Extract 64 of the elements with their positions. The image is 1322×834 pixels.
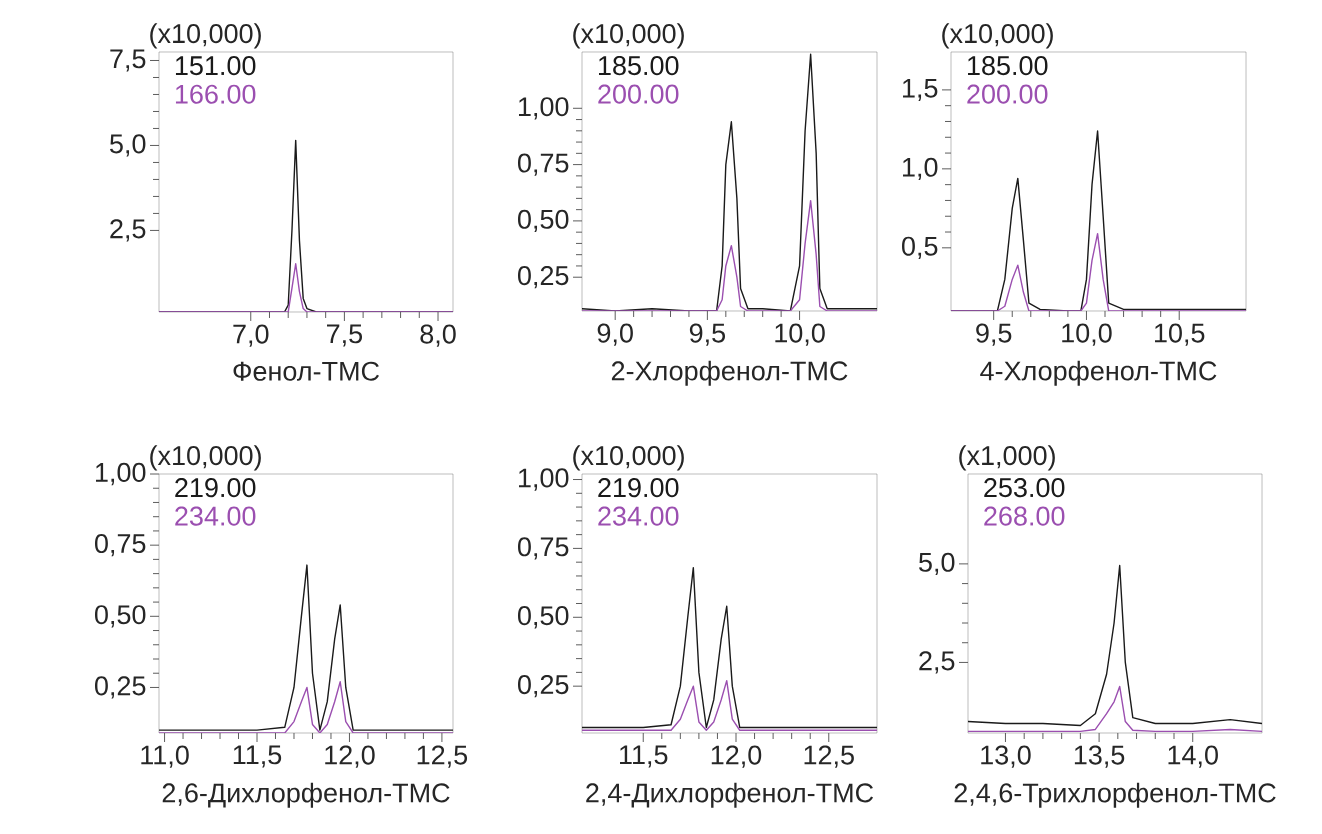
text: 219.00 (598, 478, 679, 498)
text: 185.00 (599, 56, 679, 76)
y-axis-title: (x10,000) (150, 23, 261, 49)
text: 234.00 (175, 506, 256, 526)
x-tick-label: 12,0 (325, 745, 375, 768)
y-tick-label: 0,50 (518, 606, 569, 629)
y-axis-title: (x10,000) (573, 23, 684, 49)
text: 166.00 (175, 84, 256, 104)
text: 200.00 (967, 84, 1048, 104)
y-tick-label: 1,00 (519, 97, 569, 120)
y-axis-title: (x10,000) (150, 445, 261, 471)
x-tick-label: 9,5 (689, 323, 726, 346)
x-tick-label: 13,5 (1074, 745, 1125, 768)
y-axis-title: (x10,000) (573, 445, 684, 471)
y-tick-label: 0,50 (94, 605, 146, 628)
y-tick-label: 0,5 (902, 236, 938, 259)
text: 253.00 (984, 478, 1065, 498)
x-tick-label: 11,0 (141, 745, 189, 768)
y-tick-label: 1,0 (903, 157, 938, 181)
y-tick-label: 0,75 (94, 534, 146, 557)
x-axis-title: 2,6-Дихлорфенол-ТМС (162, 782, 450, 808)
x-tick-label: 12,0 (711, 745, 762, 768)
line-series (968, 564, 1263, 727)
y-tick-label: 1,00 (519, 468, 569, 491)
x-axis-title: Фенол-ТМС (233, 361, 380, 381)
y-tick-label: 7,5 (110, 49, 146, 72)
x-tick-label: 7,0 (233, 324, 269, 347)
x-tick-label: 10,0 (775, 323, 825, 346)
x-tick-label: 14,0 (1168, 745, 1218, 768)
text: 234.00 (598, 506, 679, 526)
y-tick-label: 5,0 (919, 552, 955, 576)
x-tick-label: 13,0 (981, 745, 1031, 768)
text: 151.00 (175, 56, 256, 76)
y-tick-label: 5,0 (110, 134, 146, 157)
x-axis-title: 2,4-Дихлорфенол-ТМС (586, 782, 874, 808)
x-tick-label: 9,0 (597, 323, 633, 346)
x-tick-label: 10,0 (1062, 323, 1112, 346)
y-tick-label: 0,25 (518, 266, 569, 289)
text: 200.00 (598, 84, 679, 104)
x-tick-label: 8,0 (420, 324, 456, 347)
text: 185.00 (968, 56, 1048, 76)
x-axis-title: 2-Хлорфенол-ТМС (611, 360, 848, 386)
x-axis-title: 2,4,6-Трихлорфенол-ТМС (954, 782, 1276, 808)
x-tick-label: 9,5 (976, 323, 1012, 346)
y-tick-label: 1,5 (903, 78, 938, 101)
y-tick-label: 2,5 (110, 219, 146, 242)
y-tick-label: 0,50 (518, 209, 569, 233)
y-tick-label: 0,25 (94, 676, 146, 699)
y-tick-label: 2,5 (919, 651, 955, 674)
x-tick-label: 12,5 (804, 745, 854, 768)
x-tick-label: 11,5 (620, 745, 668, 768)
x-tick-label: 12,5 (417, 745, 468, 768)
y-tick-label: 1,00 (95, 462, 146, 486)
x-tick-label: 7,5 (327, 324, 363, 347)
text: 268.00 (984, 506, 1065, 526)
y-axis-title: (x10,000) (942, 23, 1053, 49)
y-axis-title: (x1,000) (959, 445, 1055, 471)
y-tick-label: 0,25 (518, 675, 569, 698)
x-tick-label: 10,5 (1155, 323, 1205, 346)
y-tick-label: 0,75 (518, 537, 569, 560)
y-tick-label: 0,75 (518, 153, 569, 176)
x-tick-label: 11,5 (233, 745, 282, 768)
x-axis-title: 4-Хлорфенол-ТМС (980, 360, 1217, 386)
text: 219.00 (175, 478, 256, 498)
